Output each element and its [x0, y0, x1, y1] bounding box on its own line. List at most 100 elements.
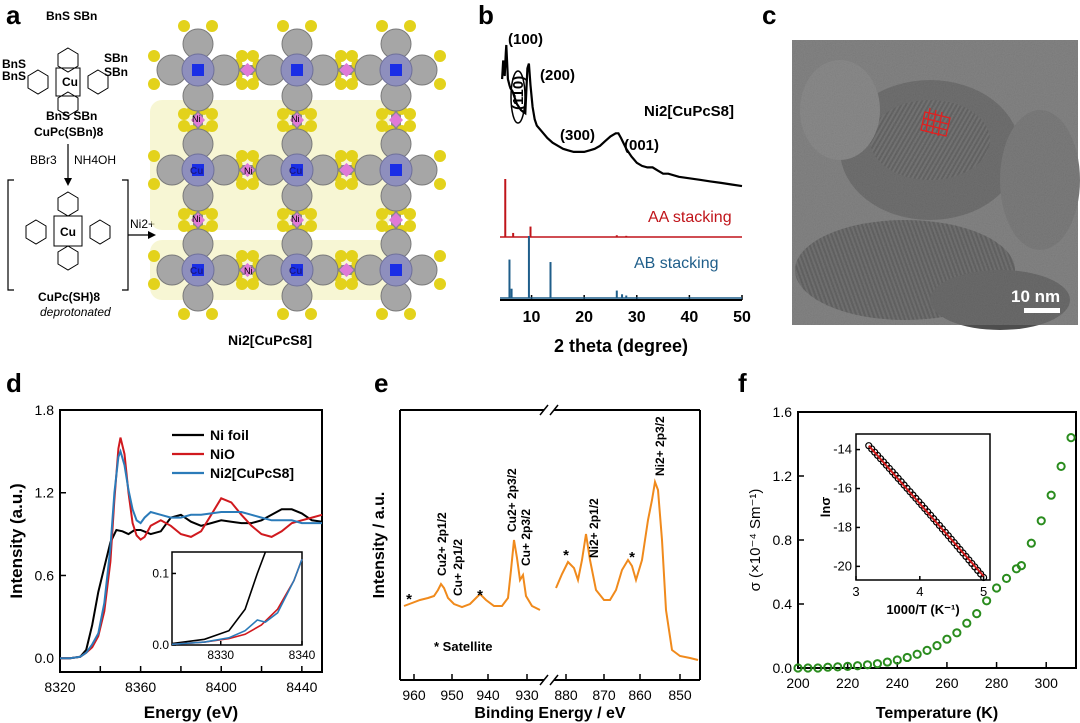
x-tick-label: 8320 [44, 679, 75, 695]
peak-label-001: (001) [624, 137, 659, 154]
x-tick-label: 240 [886, 675, 910, 691]
sulfur-atom [247, 178, 259, 190]
sulfur-atom [178, 220, 190, 232]
legend-entry: NiO [210, 446, 235, 462]
panel-label-f: f [738, 368, 747, 398]
inset-x-tick-label: 8330 [207, 648, 234, 662]
sulfur-atom [346, 250, 358, 262]
xps-chart: 960 950 940 930 880 870 860 850 Binding Energy /… [371, 404, 701, 722]
data-point [1026, 538, 1036, 548]
peak-annotation: Cu2+ 2p1/2 [435, 512, 449, 576]
peak-110-ellipse [510, 70, 526, 124]
peak-label-300: (300) [560, 127, 595, 144]
x-tick-label: 220 [836, 675, 860, 691]
sulfur-atom [434, 250, 446, 262]
panel-label-b: b [478, 0, 494, 30]
nickel-atom [190, 212, 206, 228]
peak-label-100: (100) [508, 31, 543, 48]
data-point [991, 583, 1002, 593]
sulfur-atom [277, 120, 289, 132]
inset-x-tick-label: 5 [980, 584, 987, 599]
sulfur-atom [236, 150, 248, 162]
nickel-atom [388, 112, 404, 128]
sulfur-atom [404, 308, 416, 320]
x-tick-label: 850 [668, 687, 692, 703]
ni-label: Ni [244, 166, 253, 176]
inset-x-axis-label: 1000/T (K⁻¹) [886, 602, 959, 617]
sulfur-atom [404, 20, 416, 32]
sulfur-atom [148, 278, 160, 290]
sulfur-atom [277, 308, 289, 320]
sulfur-atom [376, 220, 388, 232]
sulfur-atom [206, 108, 218, 120]
x-tick-label: 880 [554, 687, 578, 703]
x-tick-label: 8360 [125, 679, 156, 695]
sulfur-atom [346, 78, 358, 90]
axis-break-mark [549, 674, 559, 686]
sulfur-atom [305, 120, 317, 132]
mol1-center-atom: Cu [62, 75, 78, 89]
ni-label: Ni [192, 214, 201, 224]
sulfur-atom [434, 50, 446, 62]
data-point [852, 661, 863, 671]
y-tick-label: 1.8 [35, 402, 55, 418]
nickel-atom [240, 262, 255, 278]
cu-spectrum [403, 539, 541, 611]
sulfur-atom [305, 20, 317, 32]
data-point [793, 663, 803, 673]
peak-label-110: (110) [510, 76, 527, 110]
x-tick-label: 20 [575, 309, 593, 326]
sulfur-atom [236, 278, 248, 290]
mol2-state: deprotonated [40, 305, 111, 319]
peak-annotation: Cu+ 2p1/2 [451, 539, 465, 596]
sulfur-atom [178, 108, 190, 120]
plot-frame [59, 409, 323, 673]
sulfur-atom [206, 220, 218, 232]
nickel-atom [240, 162, 255, 178]
sulfur-atom [305, 208, 317, 220]
data-point [952, 628, 962, 638]
y-tick-label: 0.8 [773, 532, 793, 548]
mol2-center-atom: Cu [60, 225, 76, 239]
inset-x-tick-label: 8340 [289, 648, 316, 662]
scale-bar [1024, 308, 1060, 313]
data-point [892, 655, 902, 665]
inset-y-tick-label: 0.0 [152, 638, 169, 652]
sulfur-atom [305, 308, 317, 320]
satellite-mark: * [629, 549, 635, 566]
y-tick-label: 0.4 [773, 596, 793, 612]
inset-y-tick-label: -20 [833, 558, 852, 573]
y-tick-label: 1.6 [773, 404, 793, 420]
sulfur-atom [335, 150, 347, 162]
nickel-atom [388, 212, 404, 228]
sulfur-atom [335, 250, 347, 262]
satellite-mark: * [406, 591, 412, 608]
sulfur-atom [346, 50, 358, 62]
inset-y-axis-label: lnσ [818, 497, 833, 518]
sulfur-atom [277, 220, 289, 232]
series-2 [60, 448, 322, 660]
reagent-bbr3: BBr3 [30, 153, 57, 167]
sulfur-atom [434, 178, 446, 190]
axis-break-mark [539, 404, 549, 416]
copper-atom [291, 64, 303, 76]
sulfur-atom [434, 78, 446, 90]
x-tick-label: 40 [680, 309, 698, 326]
series-1 [60, 437, 323, 660]
inset-fit-line [868, 445, 985, 577]
sulfur-atom [376, 208, 388, 220]
x-axis-label: Binding Energy / eV [474, 705, 625, 722]
y-axis-label: Intensity / a.u. [371, 492, 388, 599]
sulfur-atom [335, 78, 347, 90]
series-experimental [501, 44, 743, 188]
legend-entry: Ni2[CuPcS8] [210, 465, 294, 481]
peak-annotation: Ni2+ 2p1/2 [587, 498, 601, 558]
sulfur-atom [247, 50, 259, 62]
inset-y-tick-label: -14 [833, 442, 852, 457]
sulfur-atom [148, 178, 160, 190]
y-tick-label: 1.2 [35, 485, 55, 501]
data-point [922, 645, 932, 656]
cu-label: Cu [289, 266, 302, 277]
x-tick-label: 300 [1035, 675, 1059, 691]
sulfur-atom [404, 208, 416, 220]
